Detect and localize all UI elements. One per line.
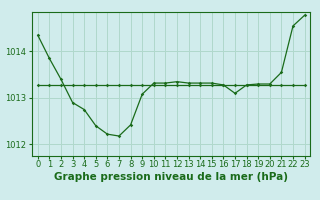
X-axis label: Graphe pression niveau de la mer (hPa): Graphe pression niveau de la mer (hPa)	[54, 172, 288, 182]
